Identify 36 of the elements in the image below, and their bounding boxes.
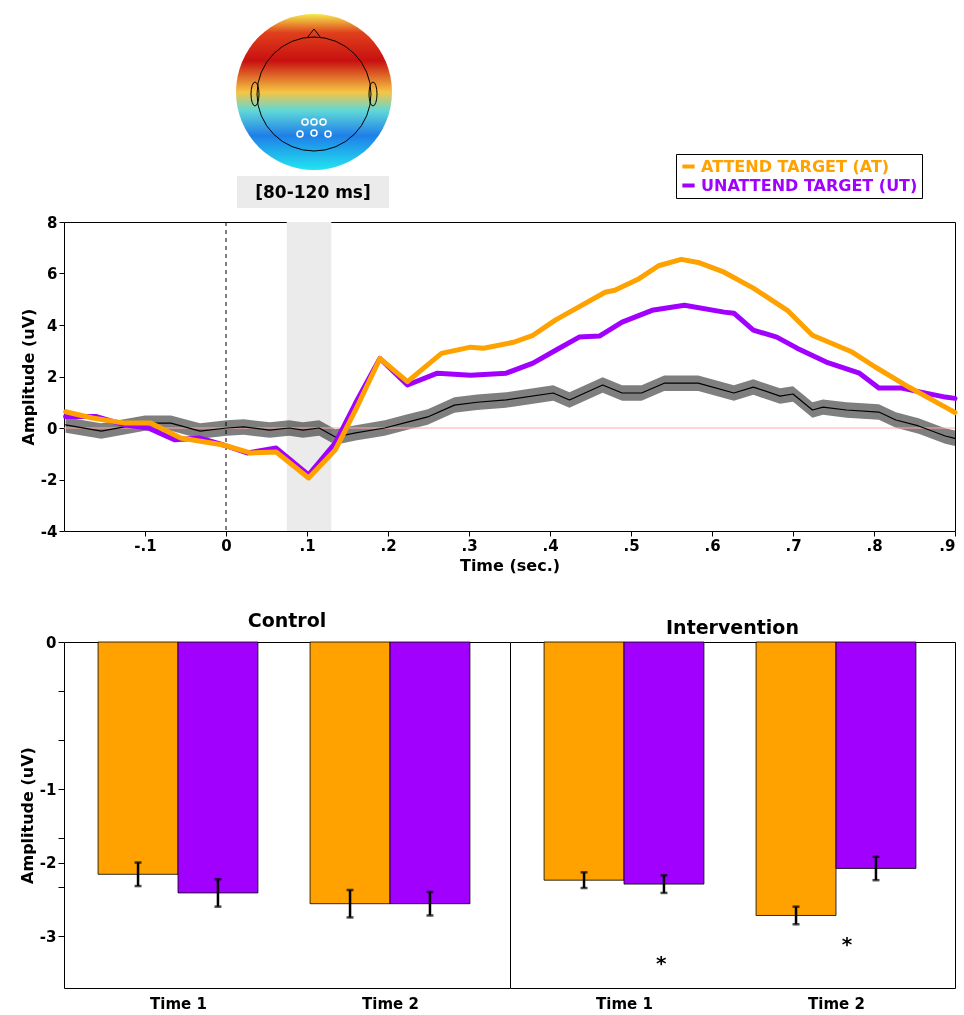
y-tick-label: 2 bbox=[47, 368, 58, 386]
x-tick-label: .2 bbox=[380, 536, 397, 555]
legend-label: ATTEND TARGET (AT) bbox=[701, 156, 890, 176]
y-tick-label: -2 bbox=[40, 471, 58, 489]
x-tick-label: .5 bbox=[623, 536, 640, 555]
text: [80-120 ms] bbox=[237, 176, 389, 208]
x-tick-label: 0 bbox=[221, 536, 232, 555]
legend-label: UNATTEND TARGET (UT) bbox=[701, 175, 918, 195]
y-tick-label: 6 bbox=[47, 265, 58, 283]
x-tick-label: .3 bbox=[461, 536, 478, 555]
annotation: * bbox=[841, 931, 853, 956]
y-tick-label: 4 bbox=[47, 316, 58, 335]
y-tick-label: -3 bbox=[39, 927, 57, 946]
x-tick-label: .9 bbox=[939, 536, 956, 555]
chart-title: Control bbox=[247, 609, 327, 631]
y-tick-label: -2 bbox=[39, 854, 57, 873]
x-tick-label: .1 bbox=[299, 536, 316, 555]
y-axis-title: Amplitude (uV) bbox=[18, 308, 38, 446]
y-tick-label: 0 bbox=[47, 419, 58, 438]
y-tick-label: 8 bbox=[47, 213, 58, 232]
x-axis-title: Time (sec.) bbox=[459, 555, 561, 575]
x-tick-label: Time 1 bbox=[150, 994, 207, 1013]
chart-title: Intervention bbox=[666, 615, 799, 638]
x-tick-label: Time 2 bbox=[808, 994, 865, 1013]
x-tick-label: -.1 bbox=[134, 536, 157, 555]
y-axis-title: Amplitude (uV) bbox=[17, 747, 37, 884]
x-tick-label: Time 2 bbox=[362, 994, 419, 1013]
y-tick-label: -4 bbox=[40, 522, 58, 541]
x-tick-label: Time 1 bbox=[596, 994, 653, 1013]
x-tick-label: .4 bbox=[542, 536, 559, 555]
x-tick-label: .7 bbox=[785, 536, 802, 555]
x-tick-label: .8 bbox=[866, 536, 883, 555]
annotation: * bbox=[656, 950, 668, 975]
y-tick-label: -1 bbox=[39, 780, 57, 799]
x-tick-label: .6 bbox=[704, 536, 721, 555]
y-tick-label: 0 bbox=[46, 633, 57, 652]
